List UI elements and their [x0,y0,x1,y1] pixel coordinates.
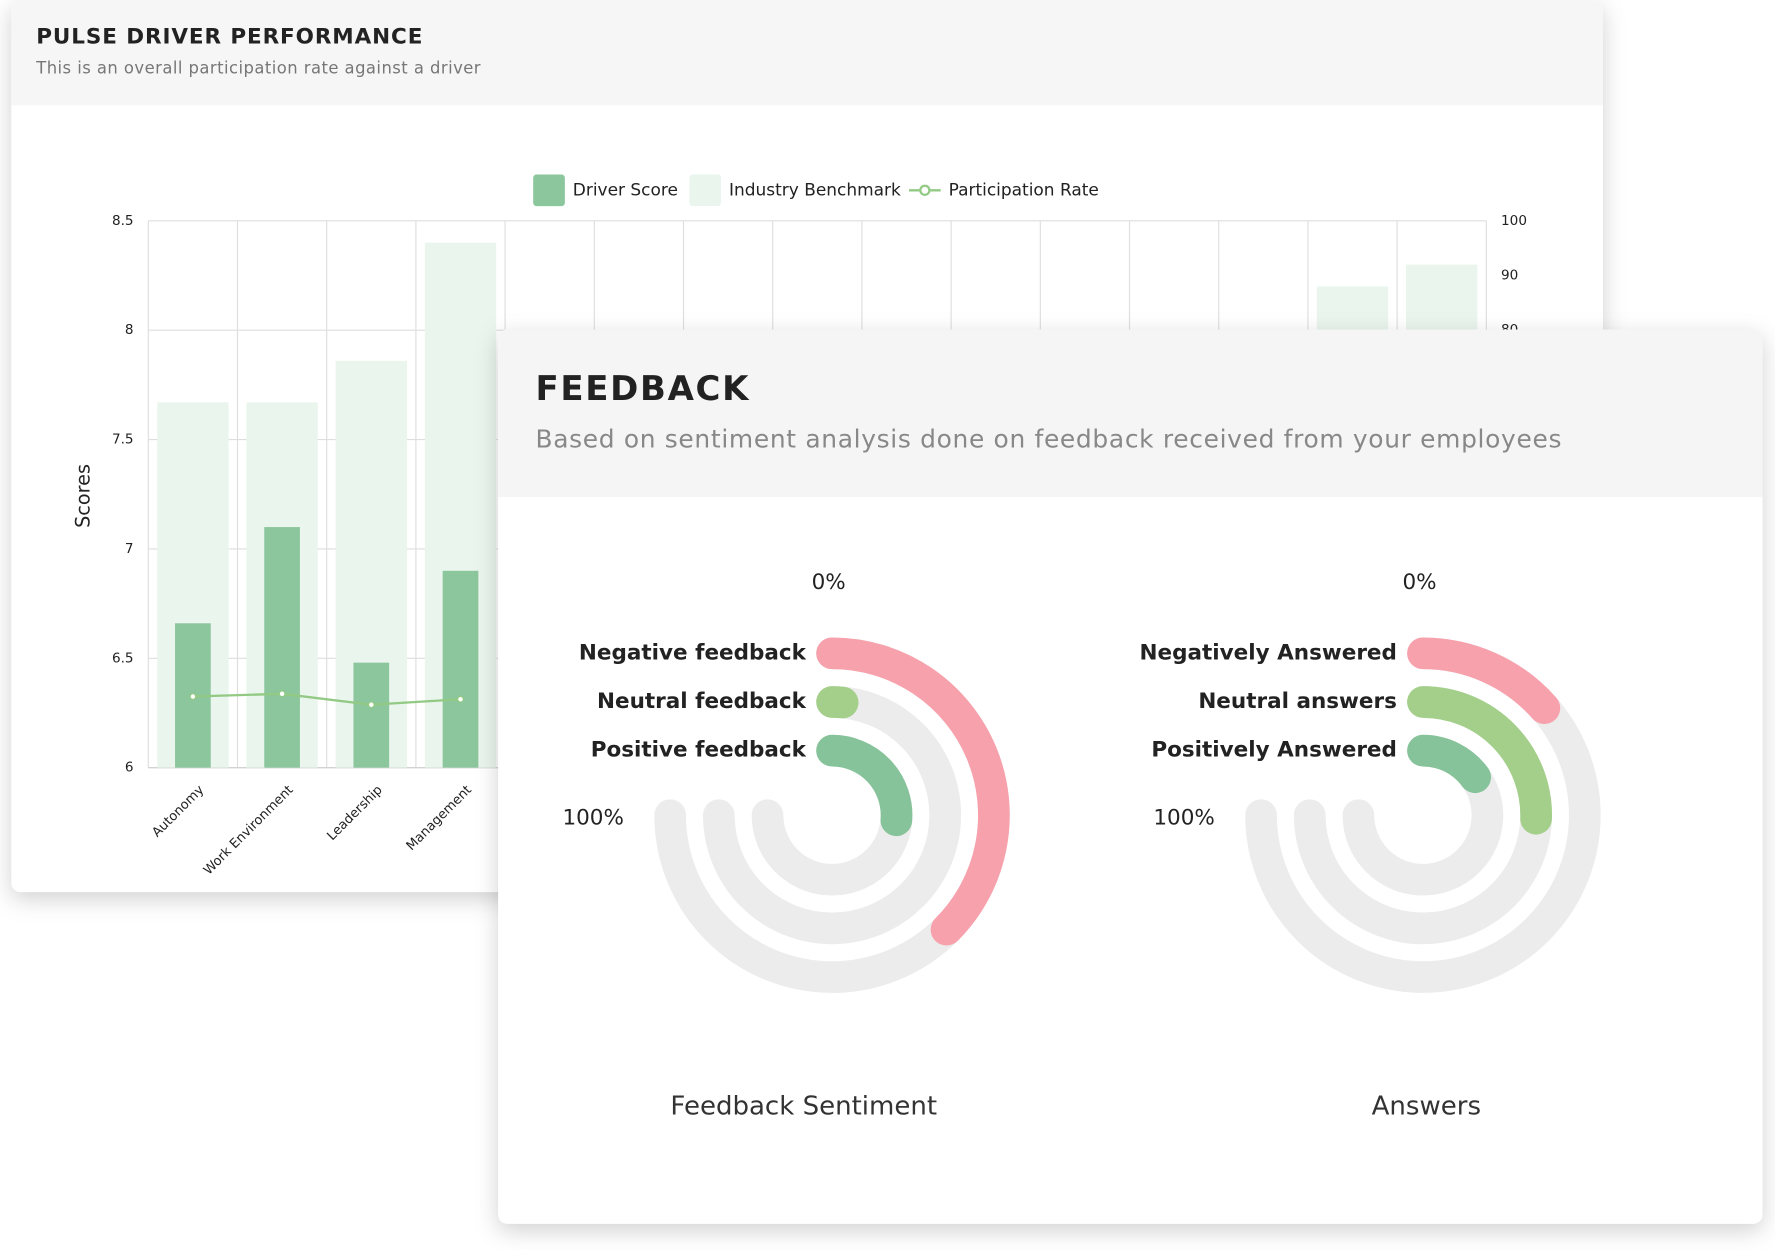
y2-tick-label: 100 [1501,213,1527,229]
category-label: Negatively Answered [1140,640,1397,665]
card-background [498,329,1763,1224]
line-point [189,693,197,700]
legend-label: Participation Rate [949,180,1099,200]
category-label: Negative feedback [579,640,807,665]
track [702,686,962,945]
bar [353,662,390,768]
y2-tick-label: 90 [1501,268,1518,284]
card-title: FEEDBACK [535,369,750,409]
radial-bar [816,734,913,837]
y-tick-label: 8 [125,322,134,338]
category-label: Neutral answers [1198,689,1397,714]
radial-bar [1407,637,1561,724]
chart-title: Answers [1372,1092,1481,1122]
y-tick-label: 7 [125,541,134,557]
radial-bar [1407,686,1552,835]
radial-chart: Negative feedback Neutral feedback Positiv… [562,570,1010,1122]
card-subtitle: This is an overall participation rate ag… [35,59,481,78]
feedback-card: FEEDBACK Based on sentiment analysis don… [498,329,1763,1224]
line [192,692,461,706]
category-label: Positively Answered [1151,738,1397,763]
bar [442,570,479,768]
card-title: PULSE DRIVER PERFORMANCE [36,24,423,49]
axis-tick-label: 0% [812,570,846,595]
y-axis-label: Scores [71,464,94,528]
category-label: Neutral feedback [597,689,807,714]
line-point [367,701,375,709]
radial-bar [1407,734,1491,794]
card-header [11,0,1603,106]
radial-bar [816,637,1010,946]
legend-swatch-point [919,184,931,196]
radial-charts: Negative feedback Neutral feedback Positiv… [562,570,1601,1122]
line-point [457,695,464,703]
y-tick-label: 6.5 [112,650,134,666]
y-tick-label: 7.5 [112,432,134,448]
axis-tick-label: 100% [1153,806,1214,831]
card-subtitle: Based on sentiment analysis done on feed… [535,424,1562,453]
axis-tick-label: 0% [1402,570,1436,595]
bar [264,527,300,768]
card-header [498,329,1763,498]
legend-swatch [533,174,565,207]
legend-swatch [689,174,722,207]
chart-title: Feedback Sentiment [670,1092,937,1122]
axis-tick-label: 100% [562,806,623,831]
radial-chart: Negatively Answered Neutral answers Positi… [1140,570,1601,1122]
y-tick-label: 6 [125,760,134,776]
legend-label: Driver Score [573,180,678,200]
radial-bar [816,686,859,719]
legend-label: Industry Benchmark [729,180,901,200]
line-point [278,690,286,698]
y-tick-label: 8.5 [112,213,134,229]
category-label: Positive feedback [591,738,807,763]
